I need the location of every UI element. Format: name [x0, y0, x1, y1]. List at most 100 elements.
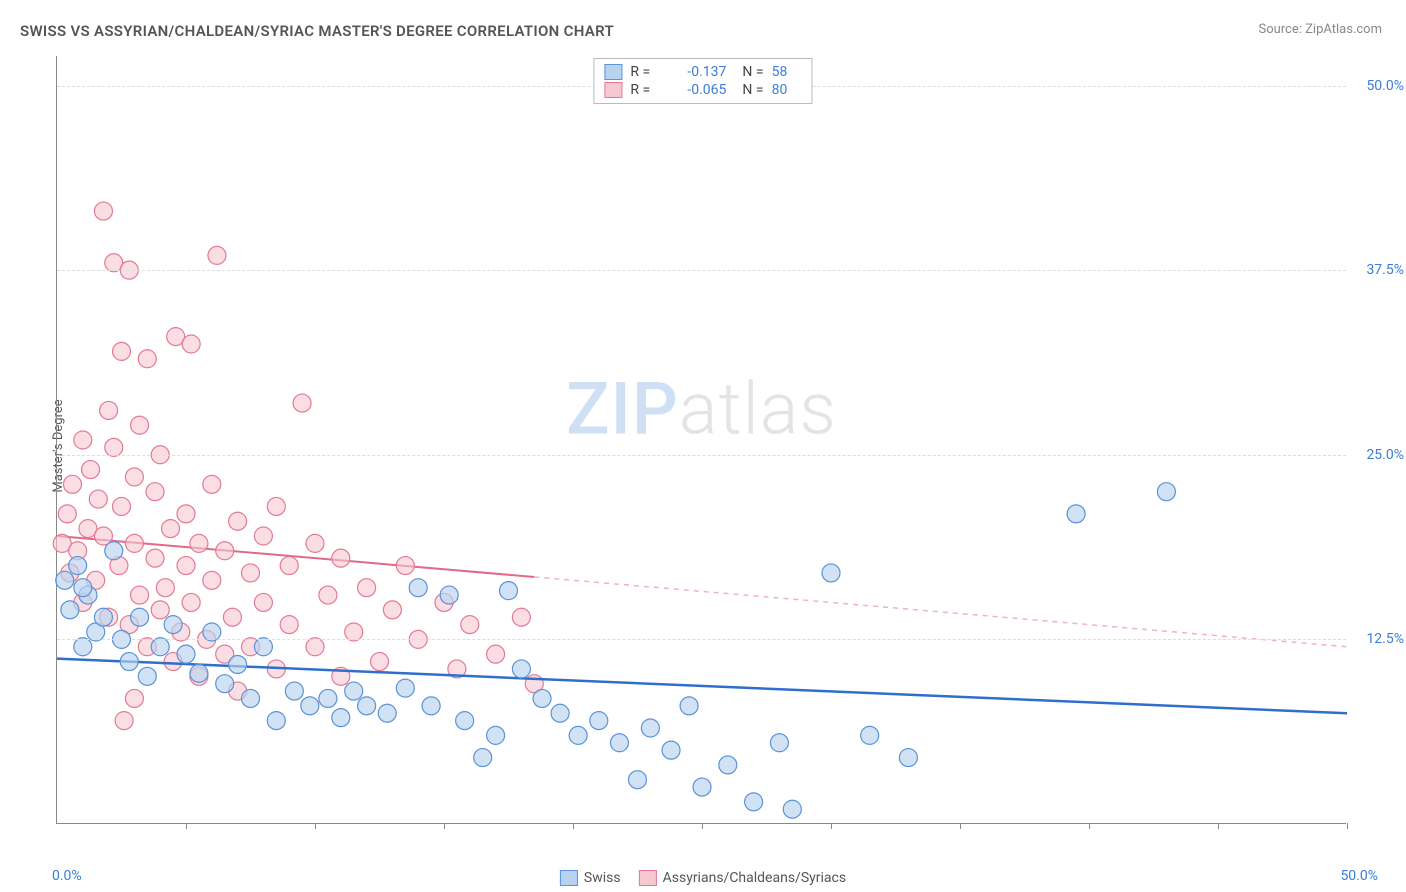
- data-point: [125, 534, 143, 552]
- data-point: [89, 490, 107, 508]
- data-point: [822, 564, 840, 582]
- data-point: [610, 734, 628, 752]
- correlation-legend: R = -0.137 N = 58 R = -0.065 N = 80: [593, 58, 812, 104]
- data-point: [745, 793, 763, 811]
- data-point: [182, 593, 200, 611]
- data-point: [113, 497, 131, 515]
- data-point: [770, 734, 788, 752]
- data-point: [899, 749, 917, 767]
- data-point: [512, 608, 530, 626]
- y-tick-label: 25.0%: [1366, 447, 1404, 463]
- data-point: [74, 638, 92, 656]
- x-tick: [1218, 823, 1219, 829]
- n-label: N =: [742, 64, 763, 80]
- data-point: [267, 497, 285, 515]
- legend-label-swiss: Swiss: [584, 870, 621, 886]
- data-point: [280, 557, 298, 575]
- data-point: [138, 350, 156, 368]
- r-label: R =: [630, 82, 658, 98]
- data-point: [254, 593, 272, 611]
- n-value-acs: 80: [772, 82, 802, 98]
- data-point: [301, 697, 319, 715]
- data-point: [190, 664, 208, 682]
- x-tick: [960, 823, 961, 829]
- data-point: [94, 608, 112, 626]
- series-legend: Swiss Assyrians/Chaldeans/Syriacs: [560, 870, 846, 886]
- legend-item-swiss: Swiss: [560, 870, 621, 886]
- data-point: [280, 616, 298, 634]
- data-point: [319, 586, 337, 604]
- gridline: [57, 455, 1346, 456]
- data-point: [125, 689, 143, 707]
- data-point: [306, 638, 324, 656]
- data-point: [223, 608, 241, 626]
- data-point: [56, 571, 74, 589]
- data-point: [177, 557, 195, 575]
- plot-svg: [57, 56, 1346, 823]
- data-point: [396, 679, 414, 697]
- x-tick: [444, 823, 445, 829]
- data-point: [229, 512, 247, 530]
- data-point: [487, 726, 505, 744]
- data-point: [190, 534, 208, 552]
- data-point: [216, 675, 234, 693]
- data-point: [208, 246, 226, 264]
- data-point: [131, 416, 149, 434]
- data-point: [358, 697, 376, 715]
- data-point: [146, 483, 164, 501]
- data-point: [177, 505, 195, 523]
- data-point: [332, 709, 350, 727]
- data-point: [177, 645, 195, 663]
- legend-label-acs: Assyrians/Chaldeans/Syriacs: [663, 870, 846, 886]
- data-point: [285, 682, 303, 700]
- x-axis-max-label: 50.0%: [1340, 868, 1378, 884]
- gridline: [57, 639, 1346, 640]
- data-point: [182, 335, 200, 353]
- data-point: [590, 712, 608, 730]
- chart-title: SWISS VS ASSYRIAN/CHALDEAN/SYRIAC MASTER…: [20, 22, 614, 40]
- data-point: [383, 601, 401, 619]
- data-point: [162, 520, 180, 538]
- data-point: [242, 689, 260, 707]
- data-point: [156, 579, 174, 597]
- data-point: [151, 638, 169, 656]
- x-tick: [702, 823, 703, 829]
- data-point: [74, 579, 92, 597]
- y-tick-label: 50.0%: [1366, 78, 1404, 94]
- data-point: [409, 579, 427, 597]
- data-point: [82, 461, 100, 479]
- data-point: [203, 623, 221, 641]
- data-point: [61, 601, 79, 619]
- r-value-acs: -0.065: [666, 82, 726, 98]
- correlation-row-swiss: R = -0.137 N = 58: [604, 63, 801, 81]
- data-point: [533, 689, 551, 707]
- data-point: [69, 557, 87, 575]
- data-point: [254, 638, 272, 656]
- swatch-acs-bottom: [639, 870, 657, 886]
- data-point: [345, 682, 363, 700]
- data-point: [512, 660, 530, 678]
- data-point: [267, 712, 285, 730]
- data-point: [371, 653, 389, 671]
- data-point: [783, 800, 801, 818]
- data-point: [641, 719, 659, 737]
- data-point: [629, 771, 647, 789]
- data-point: [345, 623, 363, 641]
- data-point: [113, 342, 131, 360]
- x-tick: [831, 823, 832, 829]
- data-point: [131, 586, 149, 604]
- data-point: [1157, 483, 1175, 501]
- data-point: [487, 645, 505, 663]
- data-point: [662, 741, 680, 759]
- r-label: R =: [630, 64, 658, 80]
- data-point: [358, 579, 376, 597]
- data-point: [293, 394, 311, 412]
- data-point: [396, 557, 414, 575]
- data-point: [164, 616, 182, 634]
- correlation-row-acs: R = -0.065 N = 80: [604, 81, 801, 99]
- x-tick: [573, 823, 574, 829]
- data-point: [551, 704, 569, 722]
- y-tick-label: 37.5%: [1366, 262, 1404, 278]
- data-point: [719, 756, 737, 774]
- data-point: [456, 712, 474, 730]
